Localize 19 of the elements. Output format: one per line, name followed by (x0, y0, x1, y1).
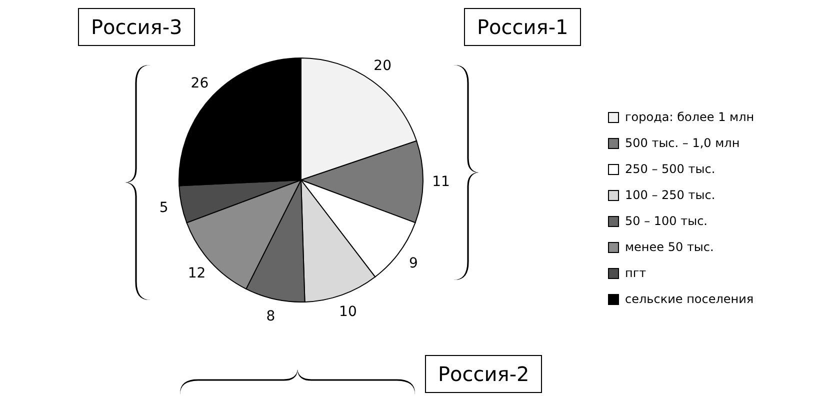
legend-label: пгт (625, 266, 646, 280)
legend-label: 250 – 500 тыс. (625, 162, 716, 176)
legend-label: сельские поселения (625, 292, 754, 306)
text: Россия-2 (425, 355, 542, 393)
legend-label: 50 – 100 тыс. (625, 214, 708, 228)
data-label: 10 (339, 304, 357, 320)
legend-label: 500 тыс. – 1,0 млн (625, 136, 740, 150)
data-label: 5 (159, 200, 168, 216)
text: Россия-3 (78, 8, 196, 46)
text: Россия-1 (464, 8, 582, 46)
legend-label: города: более 1 млн (625, 110, 754, 124)
data-label: 8 (266, 308, 276, 325)
legend-label: 100 – 250 тыс. (625, 188, 716, 202)
legend-label: менее 50 тыс. (625, 240, 714, 254)
data-label: 26 (190, 75, 209, 92)
data-label: 20 (374, 58, 392, 74)
data-label: 9 (409, 255, 418, 272)
data-label: 11 (432, 174, 450, 190)
data-label: 12 (188, 265, 206, 282)
